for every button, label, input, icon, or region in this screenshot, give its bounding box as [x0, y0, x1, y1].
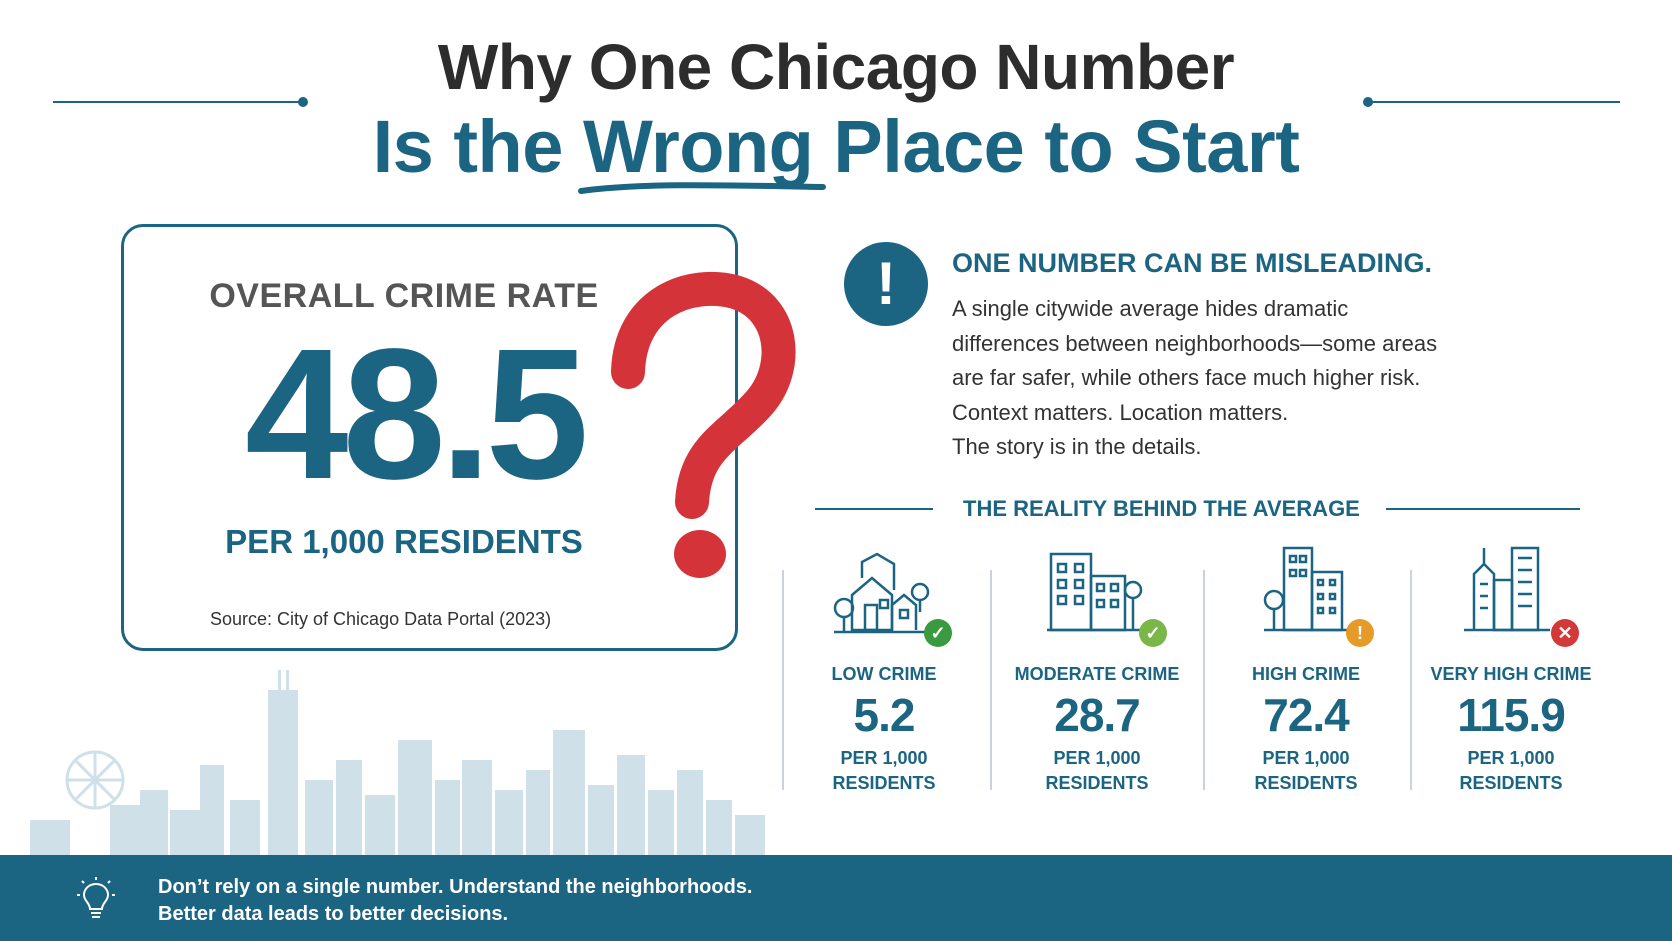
footer-message: Don’t rely on a single number. Understan…: [158, 874, 753, 928]
footer-line-1: Don’t rely on a single number. Understan…: [158, 876, 753, 898]
category-value-very-high: 115.9: [1457, 689, 1566, 741]
mid-rise-icon: [1263, 546, 1350, 632]
misleading-body: A single citywide average hides dramatic…: [952, 292, 1512, 465]
title-line-2-pre: Is the: [372, 105, 583, 188]
overall-rate-label: OVERALL CRIME RATE: [209, 277, 599, 315]
category-label-very-high: VERY HIGH CRIME: [1430, 664, 1592, 684]
exclamation-icon: !: [844, 242, 928, 326]
misleading-title: ONE NUMBER CAN BE MISLEADING.: [952, 248, 1433, 278]
column-divider: [782, 570, 784, 790]
title-highlight-word: Wrong: [577, 104, 826, 194]
category-unit-very-high: PER 1,000 RESIDENTS: [1459, 748, 1563, 793]
skyscrapers-icon: [1464, 546, 1550, 632]
question-mark-icon: [611, 271, 796, 578]
header-rule-left: [53, 101, 303, 103]
category-unit-low: PER 1,000 RESIDENTS: [832, 748, 936, 793]
misleading-body-line: A single citywide average hides dramatic: [952, 296, 1349, 321]
reality-rule-left: [815, 508, 933, 510]
header-rule-left-dot: [298, 97, 308, 107]
title-line-2-post: Place to Start: [813, 105, 1300, 188]
category-label-moderate: MODERATE CRIME: [1014, 664, 1180, 684]
reality-heading: THE REALITY BEHIND THE AVERAGE: [963, 496, 1360, 521]
status-warning-icon: !: [1346, 619, 1374, 647]
lightbulb-icon: [77, 877, 115, 918]
column-divider: [990, 570, 992, 790]
category-value-moderate: 28.7: [1054, 689, 1141, 741]
header-rule-right: [1370, 101, 1620, 103]
title-line-1: Why One Chicago Number: [437, 31, 1235, 103]
category-label-low: LOW CRIME: [831, 664, 937, 684]
category-unit-moderate: PER 1,000 RESIDENTS: [1045, 748, 1149, 793]
misleading-body-line: are far safer, while others face much hi…: [952, 365, 1421, 390]
status-check-icon: ✓: [1139, 619, 1167, 647]
column-divider: [1410, 570, 1412, 790]
overall-rate-card: OVERALL CRIME RATE 48.5 PER 1,000 RESIDE…: [121, 224, 738, 651]
title-line-2: Is the Wrong Place to Start: [0, 104, 1672, 194]
footer-bar: [0, 855, 1672, 941]
reality-rule-right: [1386, 508, 1580, 510]
category-label-high: HIGH CRIME: [1252, 664, 1360, 684]
overall-rate-value: 48.5: [244, 311, 589, 518]
status-check-icon: ✓: [924, 619, 952, 647]
misleading-body-line: The story is in the details.: [952, 434, 1202, 459]
overall-rate-source: Source: City of Chicago Data Portal (202…: [210, 609, 552, 629]
category-value-low: 5.2: [853, 689, 916, 741]
header-rule-right-dot: [1363, 97, 1373, 107]
footer-line-2: Better data leads to better decisions.: [158, 903, 509, 925]
chicago-skyline: [30, 670, 765, 860]
category-value-high: 72.4: [1263, 689, 1350, 741]
category-unit-high: PER 1,000 RESIDENTS: [1254, 748, 1358, 793]
apartments-icon: [1047, 552, 1143, 632]
brush-underline: [577, 182, 826, 194]
houses-icon: [833, 552, 930, 634]
misleading-body-line: differences between neighborhoods—some a…: [952, 330, 1438, 356]
overall-rate-unit: PER 1,000 RESIDENTS: [225, 523, 583, 560]
column-divider: [1203, 570, 1205, 790]
status-x-icon: ✕: [1551, 619, 1579, 647]
misleading-body-line: Context matters. Location matters.: [952, 399, 1289, 425]
